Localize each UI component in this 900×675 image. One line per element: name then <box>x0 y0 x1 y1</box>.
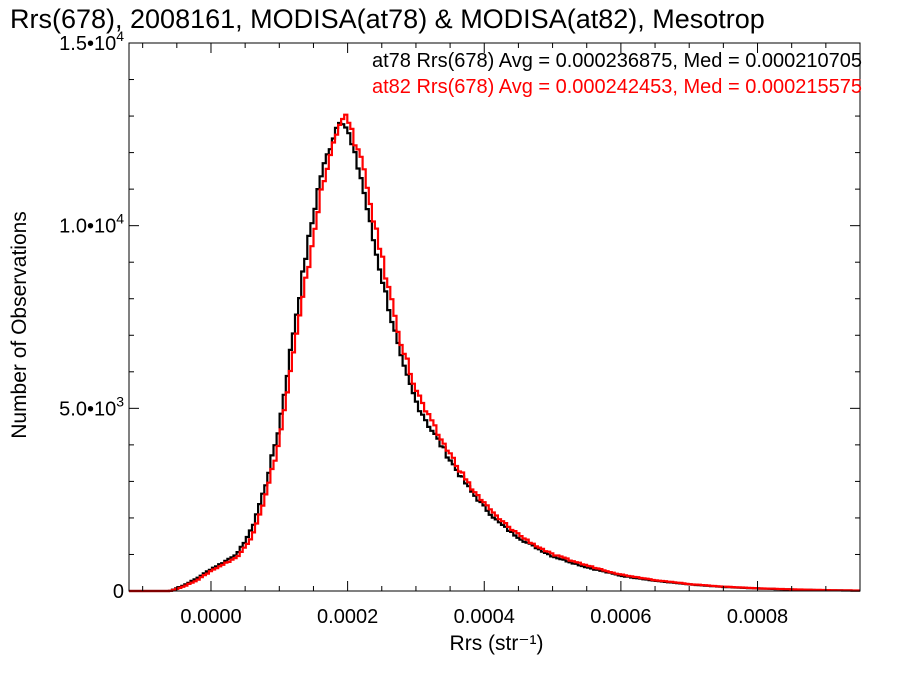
x-tick-label: 0.0000 <box>180 606 241 628</box>
x-axis-label: Rrs (str⁻¹) <box>450 632 544 655</box>
y-tick-label: 0 <box>113 581 124 603</box>
y-tick-exponent: 3 <box>116 393 124 409</box>
y-axis-label: Number of Observations <box>8 211 31 439</box>
y-tick-label: 5.0•103 <box>59 393 124 420</box>
y-tick-mantissa: 0 <box>113 581 124 603</box>
x-tick-label: 0.0002 <box>317 606 378 628</box>
chart-title: Rrs(678), 2008161, MODISA(at78) & MODISA… <box>10 4 765 34</box>
series-line-at82 <box>129 113 860 593</box>
y-tick-label: 1.0•104 <box>59 211 124 238</box>
y-tick-mantissa: 1.5•10 <box>59 33 116 55</box>
stats-legend: at78 Rrs(678) Avg = 0.000236875, Med = 0… <box>372 50 862 98</box>
y-tick-exponent: 4 <box>116 211 124 227</box>
x-tick-label: 0.0008 <box>727 606 788 628</box>
x-tick-label: 0.0006 <box>590 606 651 628</box>
x-tick-label: 0.0004 <box>454 606 515 628</box>
y-tick-label: 1.5•104 <box>59 28 124 55</box>
ticks-layer: 0.0000 0.0002 0.0004 0.0006 0.0008 0 5.0•103 1.… <box>59 28 860 628</box>
stats-text-at82: at82 Rrs(678) Avg = 0.000242453, Med = 0… <box>372 76 862 98</box>
series-layer <box>129 113 860 593</box>
plot-frame <box>128 42 861 592</box>
y-tick-mantissa: 1.0•10 <box>59 216 116 238</box>
y-tick-exponent: 4 <box>116 28 124 44</box>
y-tick-mantissa: 5.0•10 <box>59 398 116 420</box>
stats-text-at78: at78 Rrs(678) Avg = 0.000236875, Med = 0… <box>372 50 862 72</box>
series-line-at78 <box>129 121 860 593</box>
